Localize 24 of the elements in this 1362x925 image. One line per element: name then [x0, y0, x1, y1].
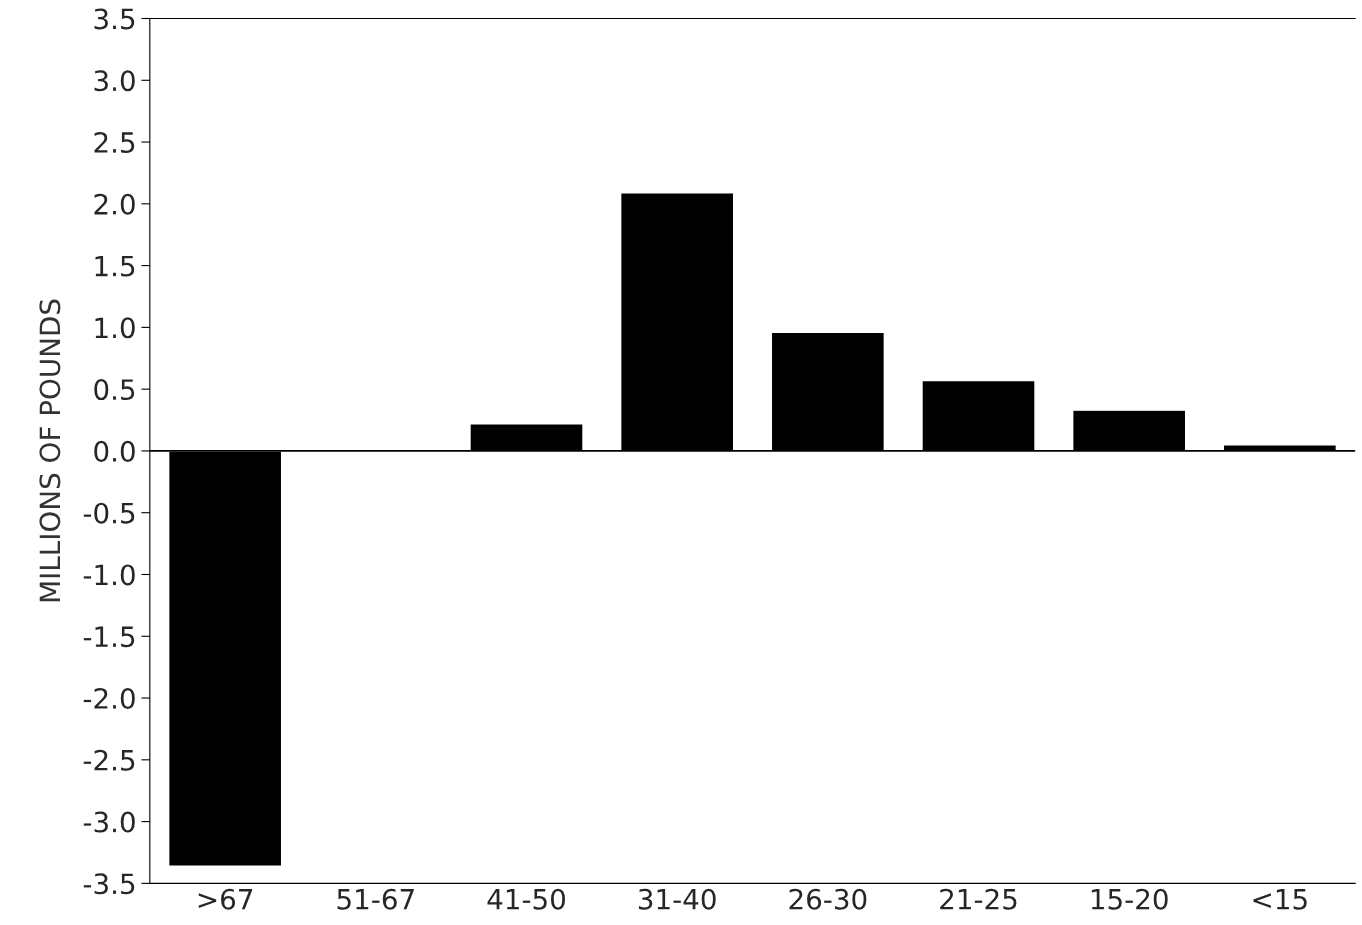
y-tick-label: 2.5: [94, 131, 135, 153]
x-tick-label: 31-40: [638, 888, 716, 910]
y-tick-label: -3.5: [83, 873, 135, 895]
y-tick-label: -1.0: [83, 564, 135, 586]
y-tick-label: 2.0: [94, 193, 135, 215]
y-tick-label: 3.0: [94, 70, 135, 92]
x-tick-label: 41-50: [487, 888, 566, 910]
y-tick-label: 0.5: [94, 379, 135, 401]
y-tick-label: -2.5: [83, 749, 135, 771]
x-tick-label: <15: [1253, 889, 1307, 910]
y-tick-label: 1.5: [95, 255, 135, 277]
x-tick-label: 26-30: [789, 888, 867, 910]
y-tick-label: -3.0: [83, 811, 135, 833]
y-tick-label: -0.5: [83, 502, 135, 524]
y-tick-label: 0.0: [94, 440, 135, 462]
y-tick-label: -2.0: [83, 687, 135, 709]
y-axis-title: MILLIONS OF POUNDS: [39, 299, 61, 602]
y-tick-label: 3.5: [94, 8, 135, 30]
x-tick-label: 15-20: [1091, 888, 1168, 910]
y-tick-label: 1.0: [95, 317, 135, 339]
x-tick-label: 21-25: [940, 888, 1017, 910]
y-tick-label: -1.5: [83, 626, 135, 648]
x-tick-label: 51-67: [337, 888, 414, 910]
x-tick-label: >67: [198, 888, 253, 910]
